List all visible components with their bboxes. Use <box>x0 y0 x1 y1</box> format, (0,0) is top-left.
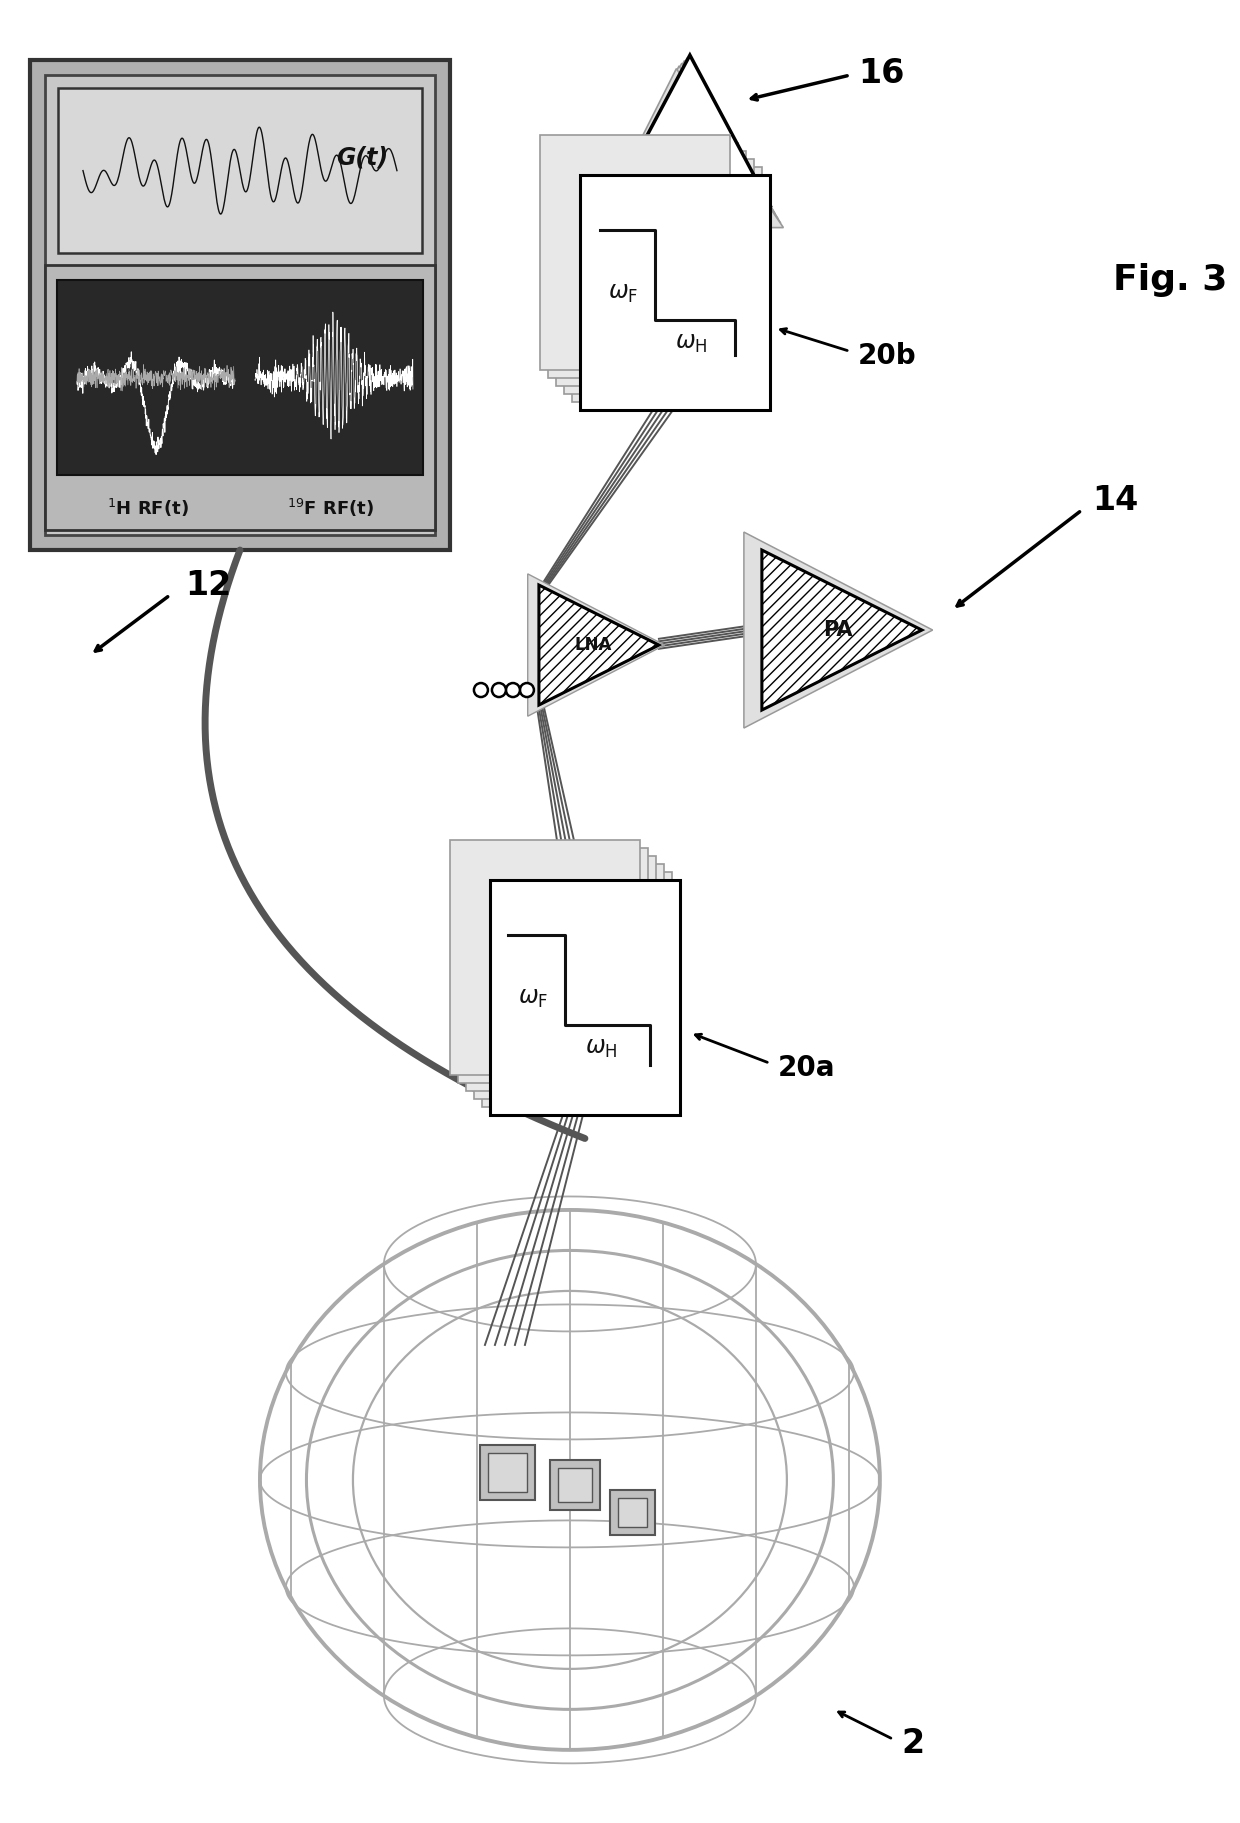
Bar <box>466 857 656 1090</box>
Bar <box>610 1489 655 1535</box>
Polygon shape <box>608 58 773 210</box>
Bar <box>57 281 423 476</box>
Polygon shape <box>596 69 784 228</box>
Text: PA: PA <box>823 620 853 640</box>
Text: 20b: 20b <box>858 343 916 370</box>
Text: $\omega_{\rm F}$: $\omega_{\rm F}$ <box>608 281 639 304</box>
Bar <box>558 1468 591 1502</box>
Bar <box>45 75 435 536</box>
Bar <box>474 864 663 1099</box>
Text: $\omega_{\rm H}$: $\omega_{\rm H}$ <box>675 332 708 355</box>
Polygon shape <box>753 541 928 718</box>
Text: $\omega_{\rm H}$: $\omega_{\rm H}$ <box>585 1035 618 1059</box>
Polygon shape <box>531 576 663 713</box>
Bar <box>458 848 649 1083</box>
Text: LNA: LNA <box>574 636 611 654</box>
Polygon shape <box>533 580 662 711</box>
Bar <box>490 881 680 1116</box>
Text: G(t): G(t) <box>336 146 388 170</box>
Bar <box>580 175 770 410</box>
Text: $^1$H RF(t): $^1$H RF(t) <box>107 498 188 520</box>
Bar <box>548 144 738 377</box>
Text: 14: 14 <box>1092 483 1138 516</box>
Text: 12: 12 <box>185 569 231 602</box>
Bar <box>539 135 730 370</box>
Polygon shape <box>744 532 932 727</box>
Bar <box>450 840 640 1076</box>
Bar <box>572 168 761 403</box>
Polygon shape <box>749 536 930 724</box>
Circle shape <box>474 684 487 696</box>
Circle shape <box>506 684 520 696</box>
Polygon shape <box>758 545 925 715</box>
Bar <box>45 264 435 530</box>
Circle shape <box>520 684 534 696</box>
Polygon shape <box>599 66 781 222</box>
Bar <box>30 60 450 551</box>
Text: $\omega_{\rm F}$: $\omega_{\rm F}$ <box>518 986 548 1010</box>
Polygon shape <box>539 585 658 706</box>
Bar <box>487 1453 527 1491</box>
Polygon shape <box>761 551 921 709</box>
Bar <box>549 1460 600 1509</box>
Polygon shape <box>601 64 777 219</box>
Text: 16: 16 <box>858 57 904 89</box>
Text: Fig. 3: Fig. 3 <box>1112 263 1228 297</box>
Bar <box>482 871 672 1107</box>
Circle shape <box>492 684 506 696</box>
Text: $^{19}$F RF(t): $^{19}$F RF(t) <box>288 498 374 520</box>
Bar <box>564 159 754 394</box>
Polygon shape <box>528 574 665 716</box>
Text: 2: 2 <box>901 1726 925 1759</box>
Bar <box>480 1446 534 1500</box>
Polygon shape <box>536 582 661 707</box>
Text: 20a: 20a <box>777 1054 836 1083</box>
Polygon shape <box>605 60 775 213</box>
Bar <box>556 151 746 386</box>
Polygon shape <box>610 55 770 206</box>
Bar <box>618 1499 647 1528</box>
Bar <box>58 88 422 253</box>
